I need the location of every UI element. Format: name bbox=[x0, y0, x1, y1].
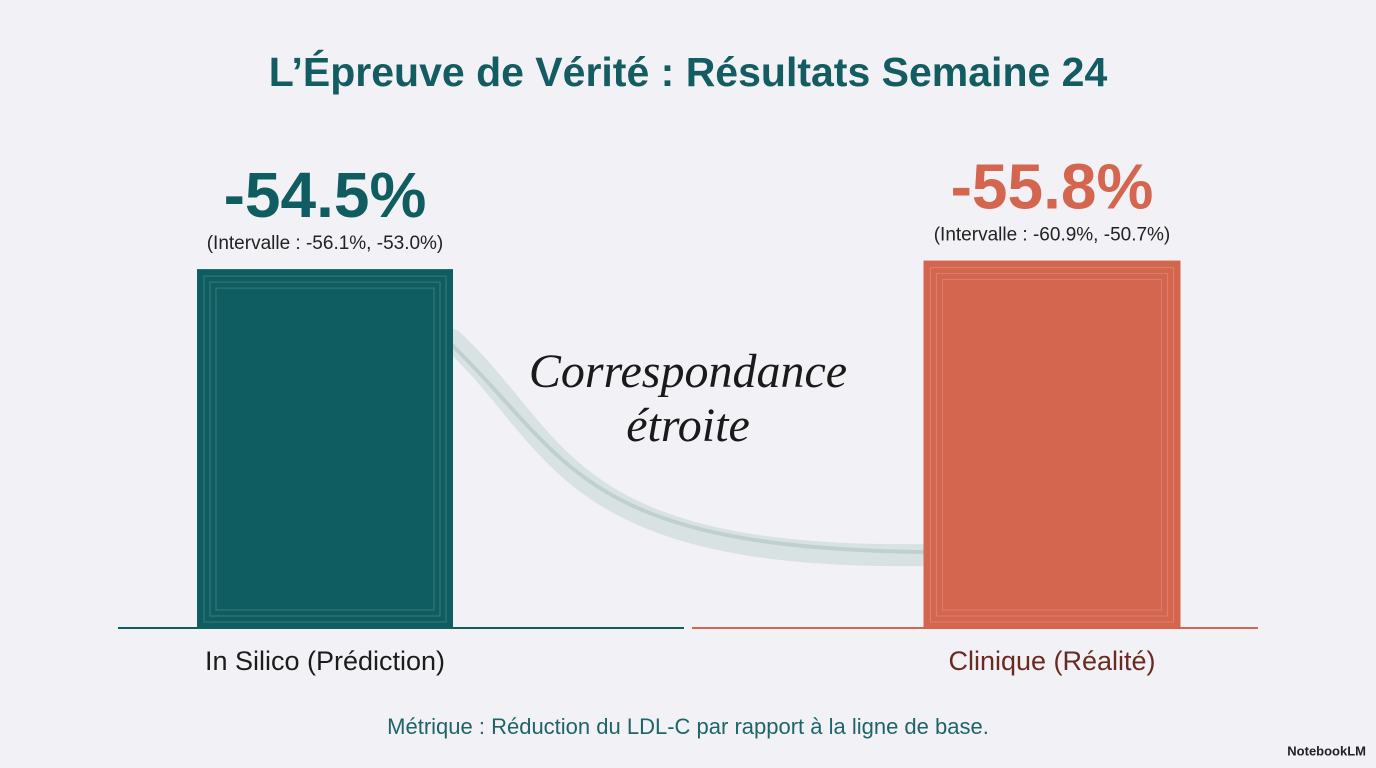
chart-title: L’Épreuve de Vérité : Résultats Semaine … bbox=[269, 49, 1108, 95]
annotation: étroite bbox=[626, 399, 750, 452]
connector bbox=[441, 329, 936, 567]
interval-label: (Intervalle : -60.9%, -50.7%) bbox=[934, 225, 1171, 246]
value-label: -54.5% bbox=[224, 159, 427, 231]
bar bbox=[197, 269, 453, 629]
bar-texture bbox=[203, 275, 447, 623]
x-tick-label: In Silico (Prédiction) bbox=[205, 646, 445, 676]
bar-texture bbox=[209, 281, 441, 617]
connector-line bbox=[450, 343, 926, 554]
bar-texture bbox=[215, 287, 435, 611]
watermark: NotebookLM bbox=[1287, 743, 1366, 758]
interval-label: (Intervalle : -56.1%, -53.0%) bbox=[207, 233, 444, 254]
annotation: Correspondance bbox=[529, 345, 847, 398]
value-label: -55.8% bbox=[951, 150, 1154, 222]
bar-texture bbox=[936, 273, 1168, 617]
bar-texture bbox=[930, 267, 1174, 623]
x-tick-label: Clinique (Réalité) bbox=[948, 646, 1155, 676]
caption: Métrique : Réduction du LDL-C par rappor… bbox=[387, 714, 989, 739]
bar-texture bbox=[942, 279, 1162, 611]
bar bbox=[923, 260, 1181, 629]
